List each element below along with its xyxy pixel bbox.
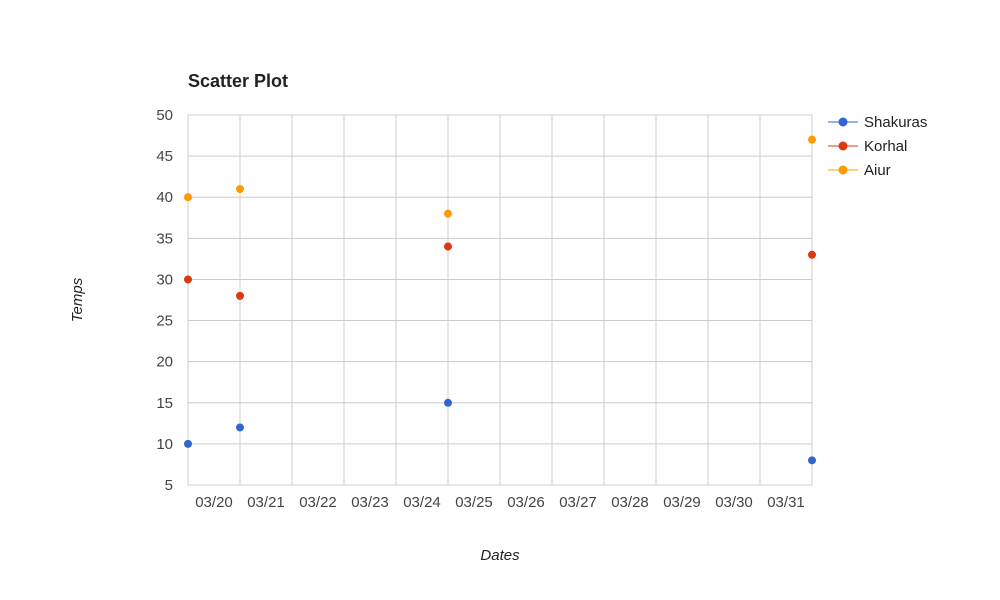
x-tick-label: 03/21 <box>247 494 285 511</box>
legend-item-aiur[interactable]: Aiur <box>828 162 891 179</box>
y-axis-label: Temps <box>69 277 86 322</box>
y-tick-label: 5 <box>165 477 173 494</box>
data-point-shakuras[interactable] <box>808 456 816 465</box>
x-axis-label: Dates <box>480 547 520 564</box>
x-tick-label: 03/24 <box>403 494 441 511</box>
x-tick-label: 03/30 <box>715 494 753 511</box>
x-tick-label: 03/31 <box>767 494 805 511</box>
x-tick-label: 03/26 <box>507 494 545 511</box>
x-tick-label: 03/28 <box>611 494 649 511</box>
legend-label-aiur: Aiur <box>864 162 891 179</box>
data-point-shakuras[interactable] <box>444 398 452 407</box>
legend-item-korhal[interactable]: Korhal <box>828 138 907 155</box>
data-point-korhal[interactable] <box>808 250 816 259</box>
data-point-korhal[interactable] <box>236 291 244 300</box>
y-tick-label: 45 <box>156 148 173 165</box>
grid-lines <box>187 114 813 486</box>
y-tick-label: 50 <box>156 107 173 124</box>
legend[interactable]: Shakuras Korhal Aiur <box>828 114 927 179</box>
y-tick-label: 30 <box>156 271 173 288</box>
data-point-shakuras[interactable] <box>236 423 244 432</box>
y-axis-ticks: 5 10 15 20 25 30 35 40 45 50 <box>156 107 173 494</box>
data-points <box>184 135 816 465</box>
data-point-aiur[interactable] <box>236 185 244 193</box>
y-tick-label: 25 <box>156 313 173 330</box>
data-point-korhal[interactable] <box>184 275 192 284</box>
x-tick-label: 03/23 <box>351 494 389 511</box>
data-point-aiur[interactable] <box>184 193 192 202</box>
x-tick-label: 03/29 <box>663 494 701 511</box>
y-tick-label: 20 <box>156 354 173 371</box>
x-tick-label: 03/25 <box>455 494 493 511</box>
legend-marker-korhal <box>838 141 848 151</box>
y-tick-label: 10 <box>156 436 173 453</box>
x-axis-ticks: 03/20 03/21 03/22 03/23 03/24 03/25 03/26 03/27… <box>195 494 805 511</box>
x-tick-label: 03/27 <box>559 494 597 511</box>
data-point-aiur[interactable] <box>808 135 816 144</box>
legend-label-shakuras: Shakuras <box>864 114 927 131</box>
data-point-shakuras[interactable] <box>184 439 192 448</box>
x-tick-label: 03/20 <box>195 494 233 511</box>
legend-label-korhal: Korhal <box>864 138 907 155</box>
y-tick-label: 35 <box>156 230 173 247</box>
legend-item-shakuras[interactable]: Shakuras <box>828 114 927 131</box>
y-tick-label: 40 <box>156 189 173 206</box>
legend-marker-shakuras <box>838 117 848 127</box>
legend-marker-aiur <box>838 165 848 175</box>
x-tick-label: 03/22 <box>299 494 337 511</box>
y-tick-label: 15 <box>156 395 173 412</box>
data-point-aiur[interactable] <box>444 209 452 218</box>
chart-title: Scatter Plot <box>188 71 288 91</box>
data-point-korhal[interactable] <box>444 242 452 251</box>
